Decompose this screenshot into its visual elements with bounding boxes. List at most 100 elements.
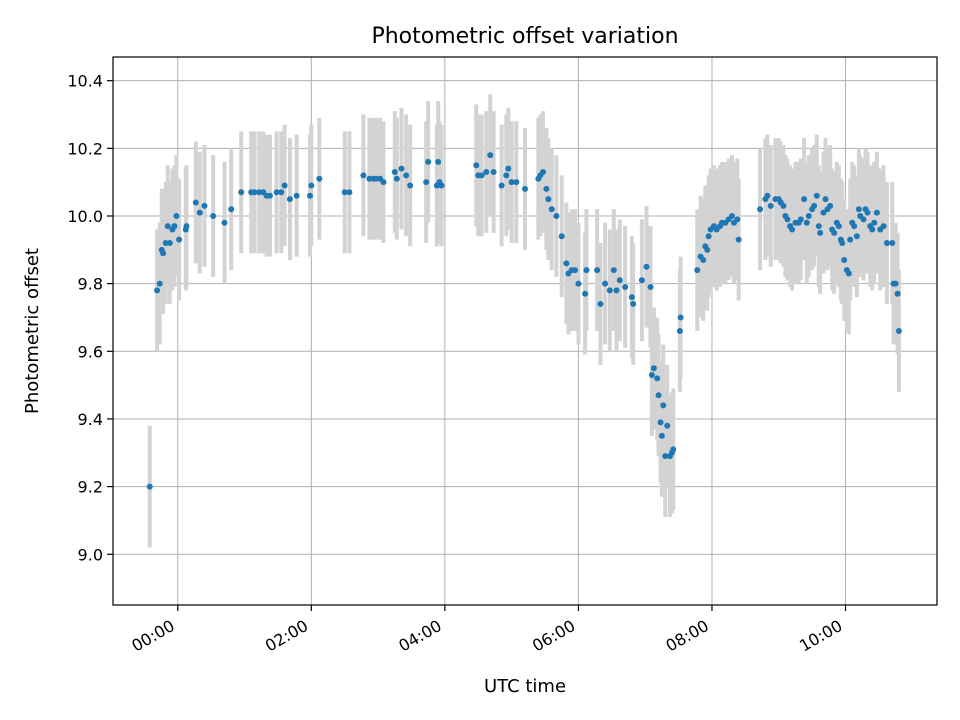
data-point [341, 189, 348, 196]
y-tick-label: 10.2 [67, 139, 103, 158]
data-point [278, 189, 285, 196]
y-tick-label: 9.8 [78, 275, 103, 294]
data-point [196, 209, 203, 216]
data-point [438, 182, 445, 189]
data-point [171, 223, 178, 230]
x-tick-label: 06:00 [529, 616, 578, 656]
data-point [487, 152, 494, 159]
data-point [183, 223, 190, 230]
data-point [490, 169, 497, 176]
data-point [660, 402, 667, 409]
data-point [805, 212, 812, 219]
data-point [558, 233, 565, 240]
data-point [540, 169, 547, 176]
data-point [729, 212, 736, 219]
data-point [853, 233, 860, 240]
data-point [664, 422, 671, 429]
data-point [425, 158, 432, 165]
x-tick-label: 04:00 [395, 616, 444, 656]
x-tick-label: 10:00 [796, 616, 845, 656]
data-point [864, 209, 871, 216]
data-point [166, 240, 173, 247]
data-point [894, 290, 901, 297]
data-point [841, 256, 848, 263]
data-point [221, 219, 228, 226]
data-point [602, 280, 609, 287]
data-point [308, 182, 315, 189]
data-point [201, 202, 208, 209]
data-point [817, 229, 824, 236]
y-tick-label: 9.4 [78, 410, 103, 429]
data-point [306, 192, 313, 199]
data-point [630, 300, 637, 307]
data-point [803, 219, 810, 226]
data-point [648, 371, 655, 378]
data-point [734, 216, 741, 223]
x-axis-ticks: 00:00 02:00 04:00 06:00 08:00 10:00 [128, 605, 847, 656]
data-point [407, 182, 414, 189]
data-point [835, 223, 842, 230]
data-point [784, 216, 791, 223]
data-point [543, 185, 550, 192]
data-point [889, 240, 896, 247]
data-point [228, 206, 235, 213]
x-tick-label: 02:00 [262, 616, 311, 656]
data-point [643, 263, 650, 270]
y-tick-label: 9.6 [78, 342, 103, 361]
errorbar-layer [147, 94, 901, 548]
data-point [655, 392, 662, 399]
data-point [797, 216, 804, 223]
data-point [545, 196, 552, 203]
data-point [677, 314, 684, 321]
data-point [238, 189, 245, 196]
data-point [871, 219, 878, 226]
data-point [654, 375, 661, 382]
data-point [597, 300, 604, 307]
data-point [847, 236, 854, 243]
data-point [705, 233, 712, 240]
data-point [146, 483, 153, 490]
data-point [780, 202, 787, 209]
data-point [845, 270, 852, 277]
data-point [513, 179, 520, 186]
data-point [676, 328, 683, 334]
chart-title: Photometric offset variation [371, 24, 678, 49]
data-point [650, 365, 657, 372]
y-tick-label: 10.0 [67, 207, 103, 226]
data-point [478, 172, 485, 179]
data-point [403, 172, 410, 179]
data-point [473, 162, 480, 169]
data-point [360, 172, 367, 179]
data-point [855, 206, 862, 213]
data-point [658, 432, 665, 439]
data-point [662, 453, 669, 460]
data-point [610, 267, 617, 274]
data-point [647, 284, 654, 291]
data-point [483, 169, 490, 176]
data-point [869, 226, 876, 233]
data-point [553, 212, 560, 219]
data-point [594, 267, 601, 274]
data-point [811, 202, 818, 209]
data-point [638, 277, 645, 284]
data-point [613, 287, 620, 294]
data-point [273, 189, 280, 196]
data-point [503, 172, 510, 179]
data-point [393, 175, 400, 182]
plot-frame [112, 56, 938, 606]
data-point [880, 223, 887, 230]
data-point [293, 192, 300, 199]
data-point [813, 192, 820, 199]
data-point [156, 280, 163, 287]
data-point [820, 209, 827, 216]
data-point [700, 256, 707, 263]
data-point [657, 419, 664, 426]
data-point [192, 199, 199, 206]
data-point [316, 175, 323, 182]
data-point [883, 240, 890, 247]
data-point [498, 182, 505, 189]
data-point [839, 240, 846, 247]
data-point [423, 179, 430, 186]
data-point [767, 202, 774, 209]
data-point [266, 192, 273, 199]
